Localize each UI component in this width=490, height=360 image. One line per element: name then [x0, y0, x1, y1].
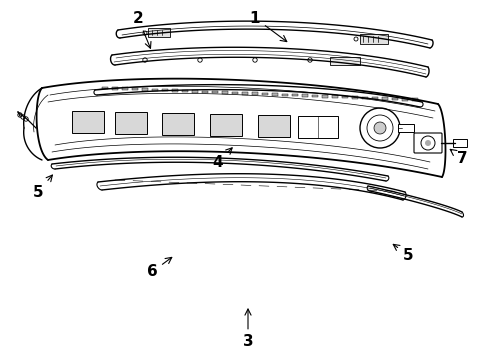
Text: 6: 6: [147, 257, 172, 279]
Circle shape: [425, 140, 431, 146]
FancyBboxPatch shape: [322, 95, 328, 98]
FancyBboxPatch shape: [298, 116, 338, 138]
Circle shape: [360, 108, 400, 148]
Text: 2: 2: [133, 10, 151, 48]
FancyBboxPatch shape: [212, 91, 218, 93]
FancyBboxPatch shape: [392, 98, 398, 100]
FancyBboxPatch shape: [362, 96, 368, 99]
FancyBboxPatch shape: [122, 87, 128, 90]
FancyBboxPatch shape: [330, 57, 360, 65]
FancyBboxPatch shape: [72, 112, 104, 134]
FancyBboxPatch shape: [262, 93, 268, 95]
FancyBboxPatch shape: [222, 91, 228, 94]
FancyBboxPatch shape: [312, 95, 318, 97]
FancyBboxPatch shape: [302, 94, 308, 97]
FancyBboxPatch shape: [148, 28, 170, 37]
FancyBboxPatch shape: [398, 124, 414, 132]
FancyBboxPatch shape: [112, 87, 118, 90]
FancyBboxPatch shape: [202, 90, 208, 93]
FancyBboxPatch shape: [382, 97, 388, 100]
FancyBboxPatch shape: [242, 92, 248, 95]
Text: 1: 1: [250, 10, 287, 42]
Text: 5: 5: [393, 244, 413, 262]
Text: 7: 7: [450, 149, 467, 166]
FancyBboxPatch shape: [282, 94, 288, 96]
FancyBboxPatch shape: [102, 87, 108, 89]
FancyBboxPatch shape: [182, 90, 188, 92]
FancyBboxPatch shape: [352, 96, 358, 99]
Text: 5: 5: [33, 175, 52, 199]
FancyBboxPatch shape: [342, 96, 348, 98]
FancyBboxPatch shape: [453, 139, 467, 147]
Text: 4: 4: [213, 148, 232, 170]
FancyBboxPatch shape: [414, 133, 442, 153]
FancyBboxPatch shape: [292, 94, 298, 96]
FancyBboxPatch shape: [372, 97, 378, 99]
FancyBboxPatch shape: [162, 89, 168, 91]
FancyBboxPatch shape: [252, 93, 258, 95]
FancyBboxPatch shape: [142, 88, 148, 91]
Text: 3: 3: [243, 309, 253, 350]
FancyBboxPatch shape: [360, 34, 388, 44]
Circle shape: [374, 122, 386, 134]
FancyBboxPatch shape: [172, 89, 178, 92]
FancyBboxPatch shape: [332, 95, 338, 98]
FancyBboxPatch shape: [402, 98, 408, 100]
FancyBboxPatch shape: [412, 99, 418, 101]
FancyBboxPatch shape: [152, 89, 158, 91]
FancyBboxPatch shape: [192, 90, 198, 93]
FancyBboxPatch shape: [232, 92, 238, 94]
FancyBboxPatch shape: [258, 115, 290, 137]
FancyBboxPatch shape: [115, 112, 147, 134]
FancyBboxPatch shape: [272, 93, 278, 96]
FancyBboxPatch shape: [210, 114, 242, 136]
FancyBboxPatch shape: [162, 113, 194, 135]
FancyBboxPatch shape: [132, 88, 138, 90]
